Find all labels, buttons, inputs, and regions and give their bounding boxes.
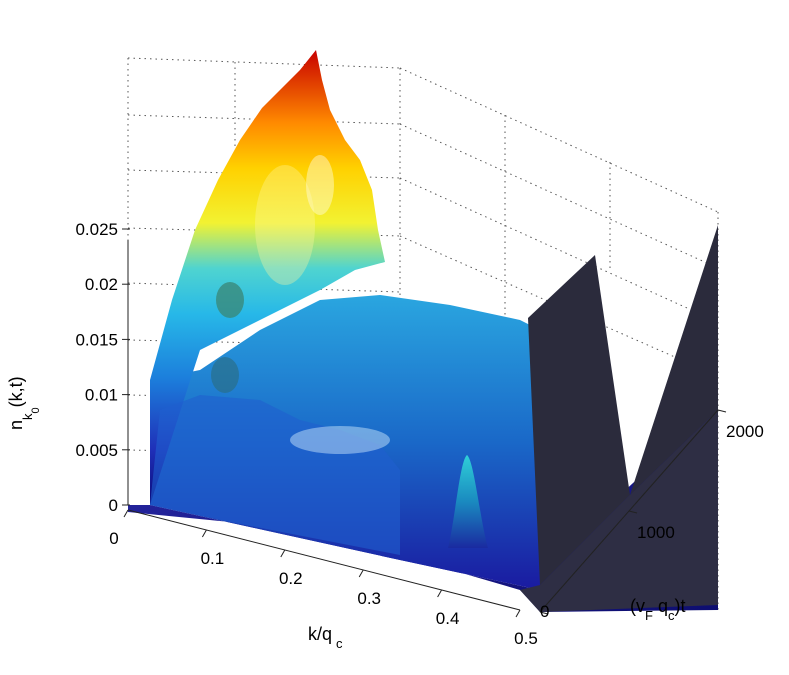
z-axis-label: nk0(k,t) <box>6 376 42 430</box>
y-tick-mark <box>539 611 549 615</box>
x-tick-label: 0 <box>109 529 118 548</box>
y-tick-label: 2000 <box>726 422 764 441</box>
y-tick-label: 1000 <box>637 523 675 542</box>
x-tick-label: 0.3 <box>357 589 381 608</box>
main-peak <box>150 50 385 505</box>
x-tick-label: 0.1 <box>201 549 225 568</box>
x-tick-mark <box>201 529 207 538</box>
x-tick-label: 0.5 <box>514 629 538 648</box>
svg-text:nk0(k,t): nk0(k,t) <box>6 376 42 430</box>
x-tick-mark <box>358 569 364 578</box>
x-tick-mark <box>437 589 443 598</box>
secondary-peak <box>448 455 488 548</box>
y-ticks: 0 1000 2000 <box>539 409 764 621</box>
y-tick-mark <box>717 409 727 413</box>
z-tick-label: 0.025 <box>75 220 118 239</box>
end-wall-right <box>630 225 718 495</box>
blue-lobe <box>150 395 400 555</box>
x-axis-label: k/q c <box>308 624 343 651</box>
end-wall-left <box>528 255 630 585</box>
z-tick-label: 0 <box>109 496 118 515</box>
z-ticks: 0 0.005 0.01 0.015 0.02 0.025 <box>75 220 130 515</box>
x-tick-mark <box>123 509 129 518</box>
z-tick-label: 0.01 <box>85 386 118 405</box>
y-tick-mark <box>628 510 638 514</box>
surface <box>128 50 718 612</box>
y-tick-label: 0 <box>540 602 549 621</box>
x-ticks: 0 0.1 0.2 0.3 0.4 0.5 <box>109 509 538 648</box>
x-tick-label: 0.4 <box>436 609 460 628</box>
z-tick-label: 0.015 <box>75 330 118 349</box>
z-tick-label: 0.005 <box>75 441 118 460</box>
y-axis-label: (vF qc)t <box>630 596 685 623</box>
x-tick-mark <box>280 549 286 558</box>
x-tick-mark <box>515 609 521 618</box>
z-tick-label: 0.02 <box>85 275 118 294</box>
front-face <box>520 410 718 612</box>
x-tick-label: 0.2 <box>279 569 303 588</box>
